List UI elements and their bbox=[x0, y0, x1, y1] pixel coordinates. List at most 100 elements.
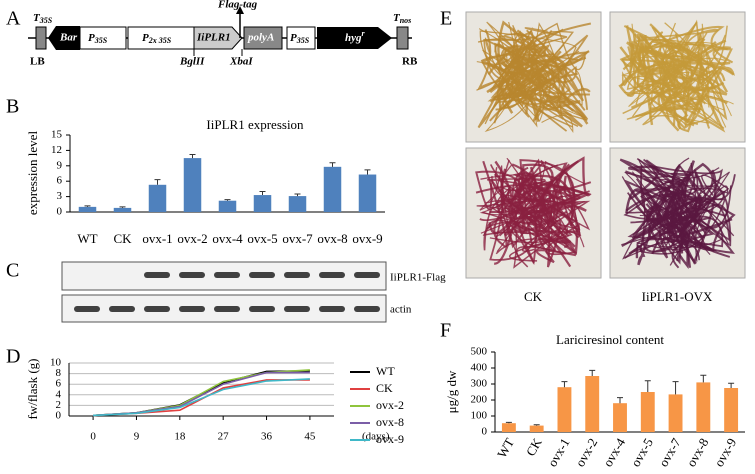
y-tick-label: 500 bbox=[471, 346, 488, 358]
x-tick-label: ovx-9 bbox=[711, 435, 739, 469]
bgl-label: BglII bbox=[179, 56, 205, 68]
error-bar bbox=[84, 205, 91, 207]
x-tick-label: 36 bbox=[261, 431, 273, 443]
y-tick-label: 6 bbox=[56, 378, 62, 390]
x-tick-label: 45 bbox=[304, 431, 316, 443]
band bbox=[354, 306, 380, 312]
x-tick-label: ovx-2 bbox=[177, 231, 207, 246]
root bbox=[631, 23, 727, 128]
xba-label: XbaI bbox=[229, 56, 253, 68]
polya-label: polyA bbox=[247, 32, 274, 44]
x-tick-label: ovx-1 bbox=[544, 435, 572, 469]
x-tick-label: 27 bbox=[218, 431, 230, 443]
error-bar bbox=[294, 193, 301, 197]
y-tick-label: 0 bbox=[56, 410, 62, 422]
error-bar bbox=[259, 190, 266, 196]
panel-letter: C bbox=[6, 260, 19, 282]
band bbox=[319, 272, 345, 278]
panel-letter: A bbox=[6, 8, 21, 30]
x-tick-label: 18 bbox=[174, 431, 186, 443]
bar bbox=[529, 425, 544, 432]
root bbox=[494, 43, 568, 132]
x-tick-label: WT bbox=[77, 231, 97, 246]
y-tick-label: 15 bbox=[51, 129, 63, 141]
legend-label: ovx-8 bbox=[376, 415, 404, 429]
polya-box bbox=[243, 26, 283, 50]
gene-arrow bbox=[193, 26, 243, 50]
root bbox=[623, 24, 692, 94]
chart-title: IiPLR1 expression bbox=[206, 117, 304, 132]
band bbox=[354, 272, 380, 278]
error-bar bbox=[224, 199, 231, 201]
x-tick-label: ovx-8 bbox=[317, 231, 347, 246]
flag-label: Flag-tag bbox=[217, 0, 258, 11]
error-bar bbox=[700, 374, 707, 383]
error-bar bbox=[364, 169, 371, 175]
bar bbox=[585, 376, 600, 432]
band bbox=[284, 306, 310, 312]
error-bar bbox=[533, 424, 540, 426]
western-blot: IiPLR1-Flag actin bbox=[61, 261, 446, 323]
x-tick-label: ovx-4 bbox=[600, 435, 628, 469]
root bbox=[490, 160, 554, 237]
y-tick-label: 400 bbox=[471, 362, 488, 374]
root bbox=[498, 50, 590, 113]
error-bar bbox=[561, 381, 568, 388]
root bbox=[626, 23, 703, 97]
photo-label: IiPLR1-OVX bbox=[642, 289, 713, 304]
bar bbox=[358, 174, 377, 212]
band bbox=[144, 306, 170, 312]
bar bbox=[183, 158, 202, 212]
root bbox=[483, 32, 573, 128]
band bbox=[144, 272, 170, 278]
y-tick-label: 4 bbox=[56, 388, 62, 400]
root bbox=[651, 22, 709, 88]
rb-label: RB bbox=[402, 56, 418, 68]
root bbox=[625, 160, 712, 227]
band bbox=[179, 306, 205, 312]
y-axis-label: expression level bbox=[25, 131, 40, 216]
band bbox=[179, 272, 205, 278]
line-series bbox=[93, 369, 310, 417]
t35s-box bbox=[35, 26, 47, 50]
root bbox=[500, 159, 568, 251]
root bbox=[635, 165, 681, 266]
blot-label: IiPLR1-Flag bbox=[390, 272, 446, 284]
x-tick-label: 9 bbox=[134, 431, 140, 443]
root bbox=[622, 31, 731, 92]
hyg-arrow bbox=[317, 27, 392, 49]
blot-label: actin bbox=[390, 304, 412, 316]
line-series bbox=[93, 378, 310, 417]
bar bbox=[501, 423, 516, 432]
y-tick-label: 6 bbox=[57, 175, 63, 187]
x-tick-label: ovx-5 bbox=[247, 231, 277, 246]
band bbox=[319, 306, 345, 312]
y-tick-label: 9 bbox=[57, 159, 63, 171]
y-axis-label: μg/g dw bbox=[444, 370, 459, 413]
y-tick-label: 0 bbox=[57, 206, 63, 218]
p35s-box bbox=[79, 26, 127, 50]
root bbox=[491, 179, 568, 240]
root bbox=[644, 34, 728, 128]
construct: T35S Bar P35S P2x 35S IiPLR1 Flag-tag po… bbox=[28, 0, 418, 68]
band bbox=[249, 272, 275, 278]
y-tick-label: 200 bbox=[471, 394, 488, 406]
root bbox=[634, 19, 700, 82]
error-bar bbox=[617, 397, 623, 404]
y-tick-label: 2 bbox=[56, 399, 62, 411]
legend-label: CK bbox=[376, 381, 393, 395]
root bbox=[618, 25, 717, 98]
flag-arrow bbox=[236, 6, 244, 14]
error-bar bbox=[672, 381, 679, 395]
bar bbox=[724, 388, 739, 432]
root bbox=[670, 189, 731, 258]
panel-letter: D bbox=[6, 346, 20, 368]
x-tick-label: ovx-9 bbox=[352, 231, 382, 246]
error-bar bbox=[589, 369, 596, 376]
panel-letter: B bbox=[6, 96, 19, 118]
bar bbox=[323, 166, 342, 212]
root bbox=[486, 57, 581, 111]
p35s-box bbox=[286, 26, 316, 50]
x-tick-label: ovx-5 bbox=[628, 435, 656, 469]
